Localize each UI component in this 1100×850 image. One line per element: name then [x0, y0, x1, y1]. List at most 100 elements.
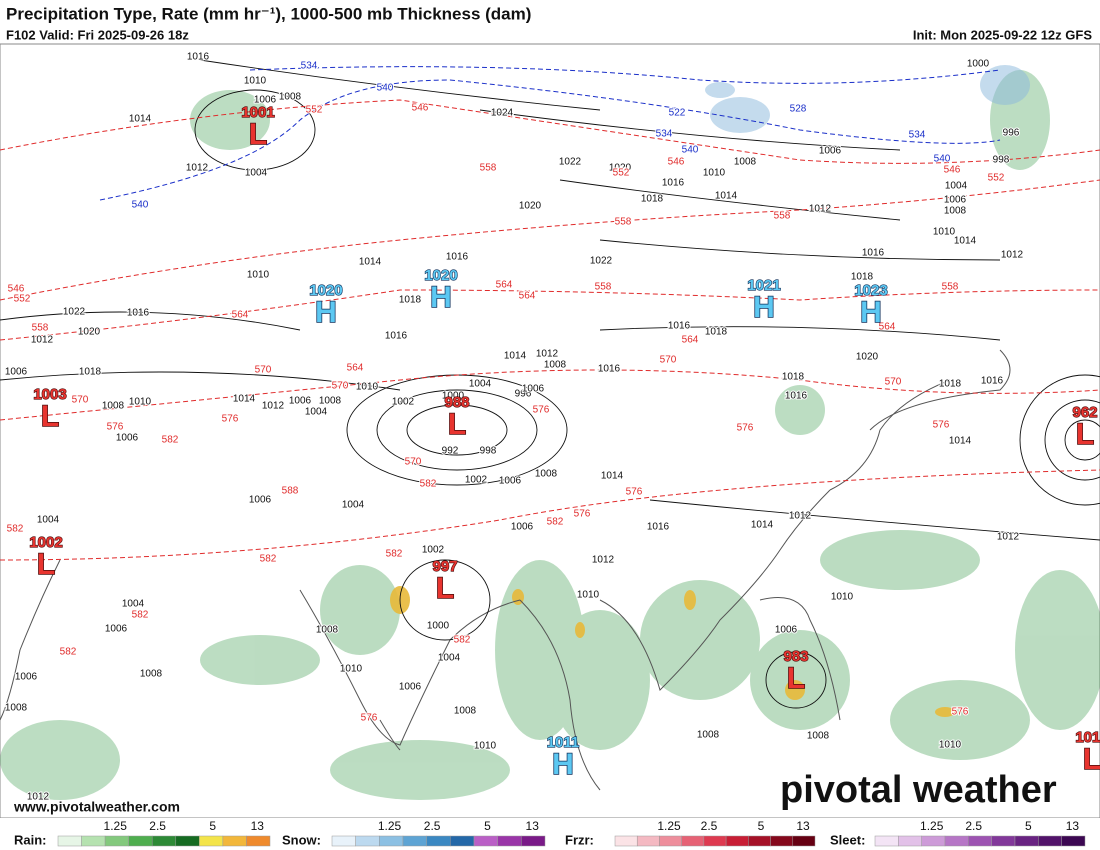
isobar-label: 996	[515, 389, 532, 400]
thickness-label: 534	[301, 61, 318, 72]
isobar-label: 1018	[851, 272, 874, 283]
colorbar-swatch	[681, 835, 705, 847]
thickness-label: 546	[668, 157, 685, 168]
center-value: 962	[1072, 404, 1097, 421]
isobar-label: 1014	[129, 114, 152, 125]
colorbar-swatch	[379, 835, 404, 847]
isobar-label: 1008	[544, 360, 567, 371]
logo: pivotal weather	[780, 769, 1057, 811]
thickness-label: 558	[615, 217, 632, 228]
thickness-label: 552	[613, 168, 630, 179]
isobar-label: 1004	[122, 599, 145, 610]
colorbar-swatch	[426, 835, 451, 847]
isobar-label: 1010	[244, 76, 267, 87]
isobar-label: 1008	[316, 625, 339, 636]
isobars	[0, 59, 1100, 709]
isobar-label: 1010	[831, 592, 854, 603]
isobar-label: 1014	[504, 351, 527, 362]
isobar-label: 1022	[63, 307, 86, 318]
thickness-label: 576	[574, 509, 591, 520]
isobar-label: 1006	[254, 95, 277, 106]
thickness-label: 582	[260, 554, 277, 565]
isobar-label: 998	[480, 446, 497, 457]
thickness-label: 534	[909, 130, 926, 141]
colorbar-swatch	[703, 835, 727, 847]
watermark: www.pivotalweather.com	[13, 799, 180, 815]
thickness-label: 576	[361, 713, 378, 724]
thickness-label: 558	[480, 163, 497, 174]
thickness-label: 534	[656, 129, 673, 140]
isobar-label: 1008	[102, 401, 125, 412]
isobar-label: 1006	[249, 495, 272, 506]
center-letter: L	[1083, 743, 1100, 776]
center-value: 1020	[309, 282, 342, 299]
isobar-label: 1006	[105, 624, 128, 635]
colorbar-swatch	[725, 835, 749, 847]
colorbar-swatch	[151, 835, 177, 847]
thickness-label: 558	[774, 211, 791, 222]
center-value: 1002	[29, 534, 62, 551]
isobar-label: 1010	[340, 664, 363, 675]
isobar-label: 1008	[319, 396, 342, 407]
colorbar-swatch	[1038, 835, 1062, 847]
isobar-label: 1016	[127, 308, 150, 319]
isobar-label: 1006	[5, 367, 28, 378]
isobar-label: 1004	[469, 379, 492, 390]
center-letter: H	[753, 291, 775, 324]
isobar-label: 1014	[233, 394, 256, 405]
isobar-label: 1016	[862, 248, 885, 259]
colorbar-swatch	[402, 835, 427, 847]
thickness-label: 570	[72, 395, 89, 406]
isobar-label: 1014	[359, 257, 382, 268]
center-letter: L	[787, 662, 805, 695]
colorbar-swatch	[175, 835, 200, 847]
thickness-label: 582	[60, 647, 77, 658]
center-letter: L	[37, 548, 55, 581]
isobar-label: 1004	[342, 500, 365, 511]
colorbar-tick: 2.5	[965, 819, 982, 833]
thickness-label: 582	[162, 435, 179, 446]
isobar-label: 1006	[944, 195, 967, 206]
colorbar-swatch	[450, 835, 475, 847]
isobar-label: 1002	[465, 475, 488, 486]
thickness-label: 558	[942, 282, 959, 293]
coastlines	[0, 349, 1011, 791]
isobar-label: 1008	[944, 206, 967, 217]
isobar-label: 1010	[703, 168, 726, 179]
thickness-label: 582	[547, 517, 564, 528]
thickness-label: 540	[132, 200, 149, 211]
thickness-label: 576	[222, 414, 239, 425]
thickness-label: 576	[533, 405, 550, 416]
isobar-label: 1012	[789, 511, 812, 522]
isobar-label: 1014	[751, 520, 774, 531]
center-value: 1001	[241, 104, 274, 121]
center-letter: L	[41, 400, 59, 433]
center-value: 988	[444, 394, 469, 411]
center-letter: H	[552, 748, 574, 781]
center-value: 983	[783, 648, 808, 665]
legend-name: Sleet:	[830, 832, 865, 847]
center-letter: L	[249, 118, 267, 151]
isobar-label: 1004	[245, 168, 268, 179]
legend: Rain: 1.25 2.5 5 13 Snow: 1.25 2.5 5 13 Frzr: 1.25 2…	[0, 818, 1100, 850]
isobar-label: 1020	[519, 201, 542, 212]
thickness-label: 582	[132, 610, 149, 621]
isobar-label: 1012	[536, 349, 559, 360]
colorbar-swatch	[792, 835, 816, 847]
colorbar-tick: 13	[251, 819, 265, 833]
isobar-label: 1006	[775, 625, 798, 636]
colorbar-swatch	[521, 835, 546, 847]
thickness-label: 546	[944, 165, 961, 176]
colorbar-swatch	[659, 835, 682, 847]
thickness-label: 546	[412, 103, 429, 114]
colorbar-swatch	[222, 835, 247, 847]
thickness-label: 564	[682, 335, 699, 346]
isobar-label: 1006	[819, 146, 842, 157]
isobar-label: 1018	[641, 194, 664, 205]
isobar-label: 1018	[705, 327, 728, 338]
isobar-label: 1012	[262, 401, 285, 412]
center-letter: L	[436, 572, 454, 605]
isobar-label: 1000	[427, 621, 450, 632]
isobar-label: 1016	[981, 376, 1004, 387]
